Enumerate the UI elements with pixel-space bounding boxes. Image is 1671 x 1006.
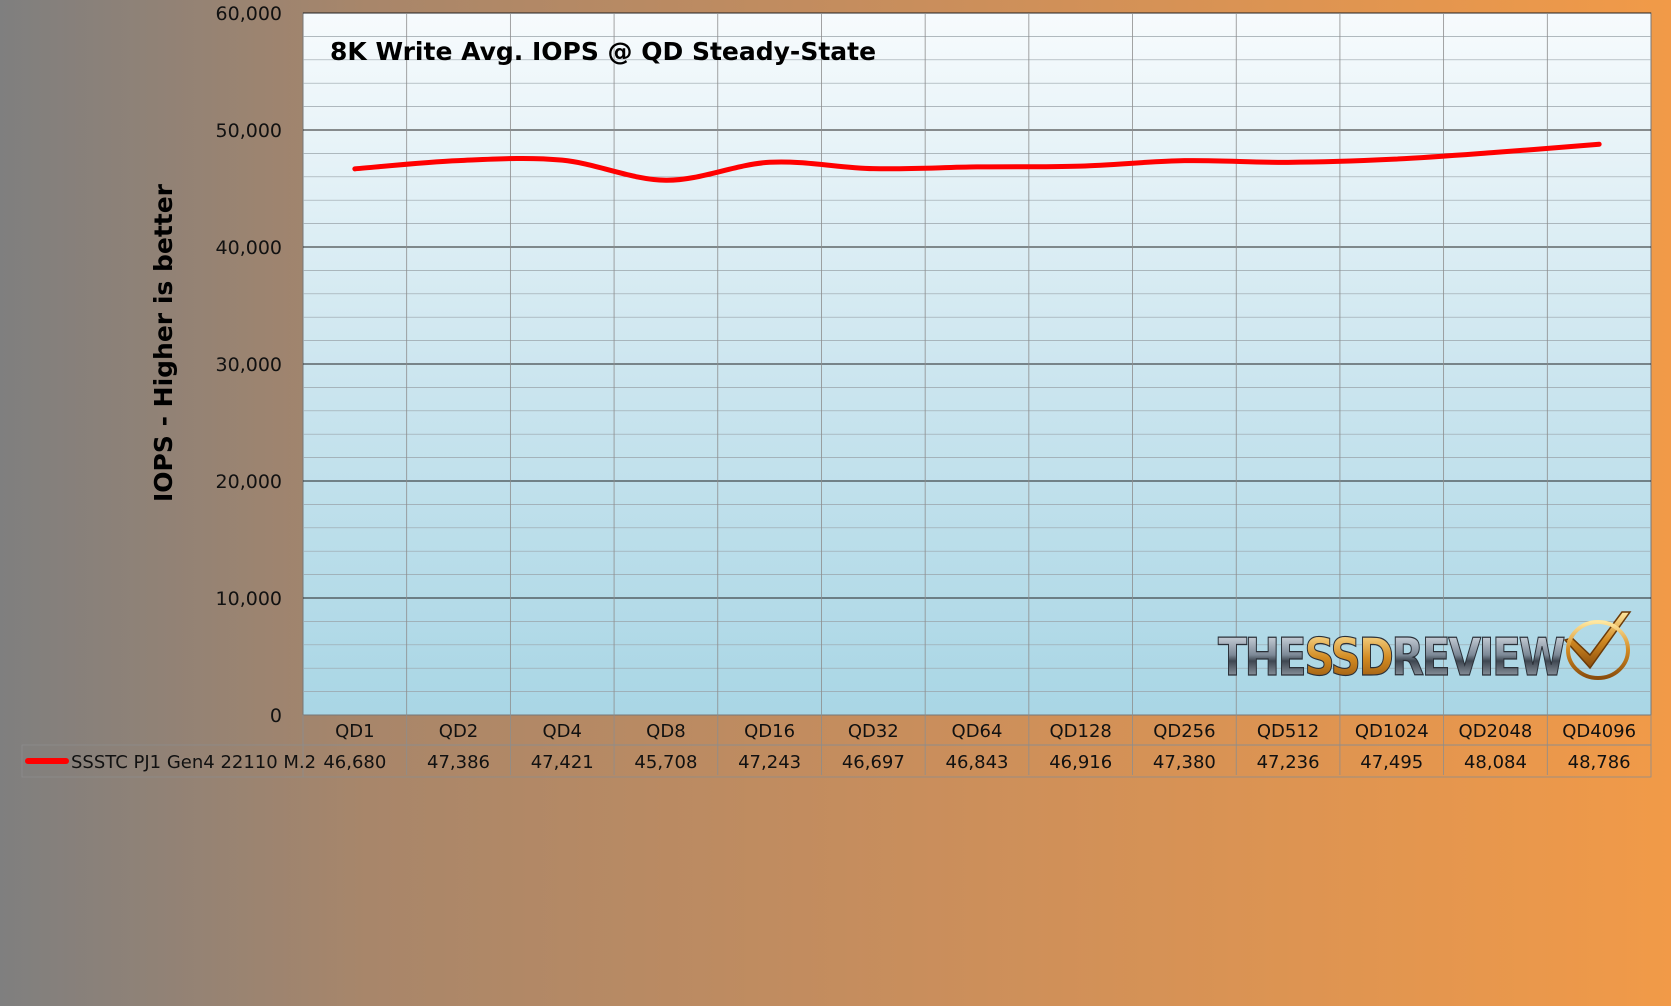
y-tick-label: 50,000 [216,120,282,142]
x-tick-label: QD32 [848,721,899,742]
y-tick-label: 40,000 [216,237,282,259]
x-tick-label: QD1 [335,721,374,742]
x-tick-label: QD128 [1049,721,1111,742]
x-tick-label: QD2048 [1459,721,1533,742]
series-line-sssstc-pj1 [352,141,1602,183]
data-label: 47,386 [427,752,490,773]
data-label: 47,421 [531,752,594,773]
chart-title: 8K Write Avg. IOPS @ QD Steady-State [330,37,876,66]
svg-text:THESSDREVIEW: THESSDREVIEW [1218,628,1564,688]
x-tick-label: QD4096 [1562,721,1636,742]
data-label: 47,243 [738,752,801,773]
data-label: 47,380 [1153,752,1216,773]
table-row [21,744,1652,778]
legend-label: SSSTC PJ1 Gen4 22110 M.2 [71,752,316,773]
data-label: 46,697 [842,752,905,773]
y-axis-ticks: 0 10,000 20,000 30,000 40,000 50,000 60,000 [216,3,282,727]
data-label: 46,843 [946,752,1009,773]
x-tick-label: QD256 [1153,721,1215,742]
data-label: 46,680 [323,752,386,773]
data-label: 46,916 [1049,752,1112,773]
y-tick-label: 0 [270,705,282,727]
data-label: 47,236 [1257,752,1320,773]
data-label: 48,786 [1568,752,1631,773]
x-tick-label: QD2 [439,721,478,742]
x-tick-label: QD1024 [1355,721,1429,742]
x-tick-label: QD512 [1257,721,1319,742]
data-label: 48,084 [1464,752,1527,773]
data-label: 45,708 [634,752,697,773]
y-tick-label: 30,000 [216,354,282,376]
data-table: QD1 QD2 QD4 QD8 QD16 QD32 QD64 QD128 QD256 QD512 Q… [21,714,1652,778]
thessdreview-logo: THESSDREVIEW [1217,611,1632,689]
data-label: 47,495 [1360,752,1423,773]
x-tick-label: QD64 [952,721,1003,742]
y-tick-label: 20,000 [216,471,282,493]
x-tick-label: QD4 [542,721,581,742]
y-tick-label: 10,000 [216,588,282,610]
y-axis-label: IOPS - Higher is better [149,183,178,502]
y-tick-label: 60,000 [216,3,282,25]
x-tick-label: QD16 [744,721,795,742]
x-tick-label: QD8 [646,721,685,742]
